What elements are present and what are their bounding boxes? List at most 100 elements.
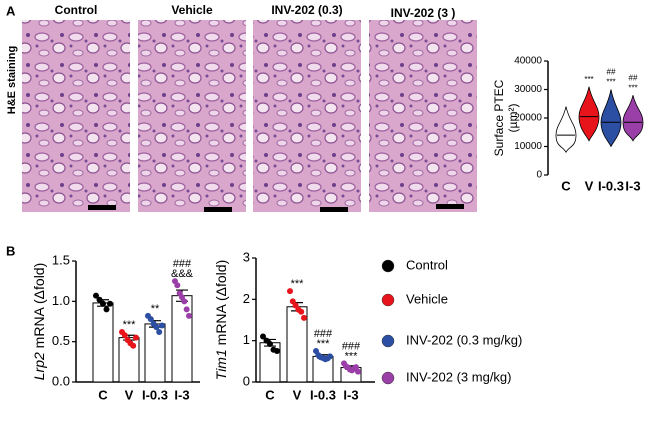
significance-label: *** — [584, 75, 593, 84]
x-tick-label: I-3 — [174, 387, 189, 402]
legend-marker — [381, 259, 395, 273]
data-point — [147, 316, 154, 323]
significance-label: *** — [606, 78, 615, 87]
data-point — [301, 314, 307, 321]
x-tick-label: C — [561, 178, 571, 193]
data-point — [260, 333, 266, 340]
y-axis-label-text: mRNA (Δfold) — [213, 260, 229, 346]
data-point — [298, 308, 305, 315]
data-point — [267, 340, 273, 347]
data-point — [93, 292, 99, 299]
violin — [600, 89, 622, 148]
violin — [622, 95, 644, 142]
y-tick-label: 30000 — [514, 84, 542, 95]
image-title: Control — [55, 3, 98, 17]
data-point — [287, 288, 293, 295]
significance-label: ## — [629, 73, 638, 82]
data-point — [181, 298, 188, 305]
violin — [555, 106, 577, 154]
y-axis-label-gene: Lrp2 — [31, 352, 47, 380]
data-point — [174, 282, 181, 289]
x-tick-label: I-3 — [343, 387, 358, 402]
x-tick-label: I-0.3 — [142, 387, 168, 402]
y-axis-label-unit: (µm²) — [506, 104, 520, 133]
significance-label: *** — [345, 350, 359, 362]
legend-marker — [381, 334, 395, 348]
data-point — [100, 300, 106, 307]
legend-label: INV-202 (3 mg/kg) — [406, 369, 512, 384]
y-axis-label-text: mRNA (Δfold) — [31, 263, 47, 349]
legend-label: Control — [406, 257, 448, 272]
significance-label: ### — [173, 258, 192, 270]
legend-label: INV-202 (0.3 mg/kg) — [406, 332, 522, 347]
data-point — [107, 300, 113, 307]
scale-bar — [204, 207, 232, 212]
panel-label: A — [6, 3, 16, 18]
y-tick-label: 0 — [536, 170, 542, 181]
x-tick-label: V — [585, 178, 594, 193]
scale-bar — [320, 207, 348, 212]
significance-label: ** — [151, 303, 160, 315]
image — [138, 20, 246, 212]
violin — [578, 86, 600, 142]
significance-label: *** — [123, 319, 137, 331]
y-tick-label: 0 — [243, 373, 250, 388]
x-tick-label: V — [125, 387, 134, 402]
x-tick-label: I-0.3 — [310, 387, 336, 402]
y-axis-label: Surface PTEC — [492, 79, 506, 156]
legend-marker — [381, 293, 395, 307]
y-tick-label: 1 — [243, 332, 250, 347]
legend-marker — [381, 371, 395, 385]
data-point — [327, 353, 333, 360]
significance-label: *** — [291, 278, 305, 290]
y-tick-label: 3 — [243, 249, 250, 264]
y-tick-label: 1.5 — [52, 252, 70, 267]
image — [369, 20, 477, 212]
y-tick-label: 10000 — [514, 141, 542, 152]
data-point — [159, 322, 165, 329]
image — [22, 20, 130, 212]
image-title: INV-202 (0.3) — [271, 3, 342, 17]
bar — [92, 302, 114, 383]
image — [253, 20, 361, 212]
significance-label: ### — [342, 340, 361, 352]
significance-label: ## — [607, 68, 616, 77]
y-tick-label: 0.5 — [52, 333, 70, 348]
scale-bar — [88, 205, 116, 210]
y-tick-label: 20000 — [514, 113, 542, 124]
image-title: Vehicle — [171, 3, 213, 17]
y-axis-label-text: Surface PTEC — [492, 79, 506, 156]
significance-label: *** — [628, 83, 637, 92]
data-point — [183, 306, 190, 313]
x-tick-label: C — [98, 387, 108, 402]
legend-label: Vehicle — [406, 291, 448, 306]
data-point — [130, 342, 137, 349]
data-point — [353, 364, 359, 371]
y-tick-label: 40000 — [514, 56, 542, 67]
y-tick-label: 0.0 — [52, 373, 70, 388]
x-tick-label: I-3 — [625, 178, 640, 193]
row-label: H&E staining — [6, 46, 18, 114]
image-title: INV-202 (3 ) — [391, 6, 456, 20]
panel-label: B — [6, 243, 15, 258]
significance-label: ### — [314, 328, 333, 340]
data-point — [153, 324, 160, 331]
data-point — [355, 368, 361, 375]
y-axis-label-gene: Tim1 — [213, 349, 229, 380]
data-point — [186, 312, 192, 319]
scale-bar — [436, 204, 464, 209]
data-point — [121, 332, 128, 339]
data-point — [103, 306, 110, 313]
x-tick-label: I-0.3 — [598, 178, 624, 193]
data-point — [156, 328, 163, 335]
x-tick-label: V — [293, 387, 302, 402]
significance-label: *** — [317, 338, 331, 350]
significance-label: &&& — [171, 268, 194, 280]
data-point — [274, 348, 280, 354]
data-point — [133, 334, 139, 341]
data-point — [96, 296, 103, 303]
x-tick-label: C — [265, 387, 275, 402]
y-tick-label: 2 — [243, 291, 250, 306]
histology-images — [22, 20, 477, 212]
